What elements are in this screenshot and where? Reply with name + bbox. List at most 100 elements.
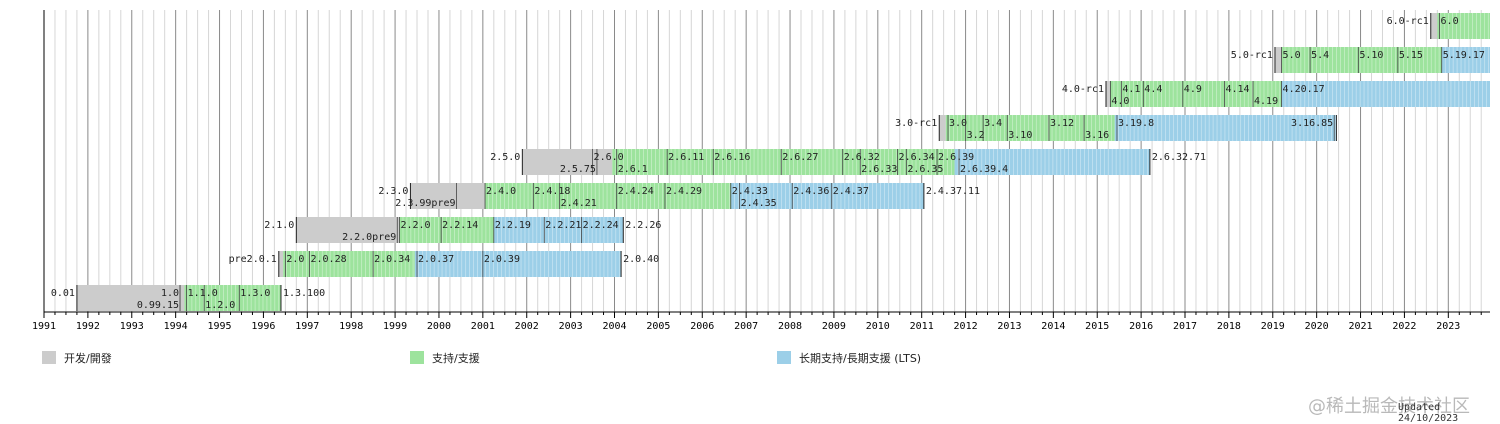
version-label: 2.0.28 <box>311 254 347 265</box>
x-tick-label: 2023 <box>1436 321 1460 332</box>
x-tick-label: 2022 <box>1392 321 1416 332</box>
version-label: 2.4.36 <box>793 186 829 197</box>
row-start-label: 2.1.0 <box>264 220 294 231</box>
version-label: 2.6.27 <box>782 152 818 163</box>
version-label: 2.6.16 <box>714 152 750 163</box>
x-tick-label: 2018 <box>1217 321 1241 332</box>
version-label: 2.4.37 <box>833 186 869 197</box>
watermark-text: @稀土掘金技术社区 <box>1308 396 1470 417</box>
version-label: 3.4 <box>984 118 1002 129</box>
row-start-label: 6.0-rc1 <box>1387 16 1429 27</box>
bar-segment-dev <box>939 115 946 141</box>
row-start-label: 5.0-rc1 <box>1231 50 1273 61</box>
legend-label-dev: 开发/開發 <box>64 351 112 365</box>
row-start-label: 4.0-rc1 <box>1062 84 1104 95</box>
x-tick-label: 2019 <box>1261 321 1285 332</box>
legend: 开发/開發 支持/支援 长期支持/長期支援 (LTS) <box>42 351 921 365</box>
x-tick-label: 1991 <box>32 321 56 332</box>
x-tick-label: 2008 <box>778 321 802 332</box>
row-start-label: pre2.0.1 <box>229 254 277 265</box>
x-tick-label: 1998 <box>339 321 363 332</box>
x-tick-label: 1999 <box>383 321 407 332</box>
x-tick-label: 2002 <box>515 321 539 332</box>
bar-segment-dev <box>1430 13 1438 39</box>
version-label: 2.6.34 <box>899 152 935 163</box>
version-label: 2.0 <box>286 254 304 265</box>
version-label: 2.4.18 <box>534 186 570 197</box>
x-tick-label: 2021 <box>1348 321 1372 332</box>
row-end-label: 2.2.26 <box>625 220 661 231</box>
version-label: 3.16.85 <box>1291 118 1333 129</box>
version-label: 2.6.11 <box>668 152 704 163</box>
bar-segment-lts <box>414 251 622 277</box>
legend-label-support: 支持/支援 <box>432 351 480 365</box>
bar-segment-support <box>1281 47 1442 73</box>
version-label: 2.0.39 <box>484 254 520 265</box>
version-label: 3.16 <box>1085 130 1109 141</box>
version-label: 2.2.19 <box>495 220 531 231</box>
x-tick-label: 1995 <box>207 321 231 332</box>
version-label: 5.15 <box>1399 50 1423 61</box>
version-label: 2.6.32 <box>844 152 880 163</box>
version-label: 2.6.35 <box>907 164 943 175</box>
version-label: 4.1 <box>1122 84 1140 95</box>
bar-segment-support <box>945 115 1115 141</box>
x-tick-label: 2015 <box>1085 321 1109 332</box>
bars-layer <box>76 13 1490 311</box>
version-label: 4.0 <box>1111 96 1129 107</box>
version-label: 2.0.34 <box>374 254 410 265</box>
x-tick-label: 2005 <box>646 321 670 332</box>
x-tick-label: 2016 <box>1129 321 1153 332</box>
x-tick-label: 2014 <box>1041 321 1065 332</box>
row-start-label: 3.0-rc1 <box>895 118 937 129</box>
x-axis: 1991 1992 1993 1994 1995 1996 1997 1998 1999 2000… <box>32 10 1490 332</box>
version-label: 5.19.17 <box>1443 50 1485 61</box>
version-label: 2.3.99pre9 <box>395 198 455 209</box>
x-tick-label: 2007 <box>734 321 758 332</box>
legend-swatch-lts <box>777 351 791 364</box>
version-label: 2.0.37 <box>418 254 454 265</box>
bar-segment-lts <box>1114 115 1337 141</box>
bar-segment-dev <box>1274 47 1282 73</box>
version-label: 1.2.0 <box>205 300 235 311</box>
x-tick-label: 2017 <box>1173 321 1197 332</box>
version-label: 3.19.8 <box>1118 118 1154 129</box>
version-label: 2.2.14 <box>442 220 478 231</box>
version-label: 2.4.29 <box>666 186 702 197</box>
bar-segment-support <box>283 251 415 277</box>
row-start-label: 0.01 <box>51 288 75 299</box>
bar-segment-lts <box>493 217 624 243</box>
version-label: 6.0 <box>1441 16 1459 27</box>
x-tick-label: 2003 <box>559 321 583 332</box>
x-tick-label: 2011 <box>910 321 934 332</box>
version-label: 2.4.35 <box>741 198 777 209</box>
version-label: 2.2.0 <box>400 220 430 231</box>
bar-segment-dev <box>410 183 486 209</box>
version-label: 2.6.1 <box>618 164 648 175</box>
updated-date: Updated 24/10/2023 <box>1398 402 1459 424</box>
bar-segment-support <box>184 285 281 311</box>
version-label: 0.99.15 <box>137 300 179 311</box>
version-label: 4.19 <box>1254 96 1278 107</box>
bar-segment-dev <box>296 217 400 243</box>
row-end-label: 2.6.32.71 <box>1152 152 1206 163</box>
x-tick-label: 2013 <box>997 321 1021 332</box>
version-label: 4.4 <box>1144 84 1162 95</box>
version-label: 3.0 <box>949 118 967 129</box>
version-label: 2.2.21 <box>545 220 581 231</box>
version-label: 2.6.39 <box>938 152 974 163</box>
labels-layer: 1.00.99.15 1.1.01.2.0 1.3.0 0.01 1.3.100 2.0 2… <box>51 16 1485 311</box>
version-label: 5.4 <box>1311 50 1329 61</box>
x-tick-label: 2012 <box>954 321 978 332</box>
x-tick-label: 2004 <box>602 321 626 332</box>
bar-segment-lts <box>954 149 1150 175</box>
version-label: 2.4.0 <box>486 186 516 197</box>
x-tick-label: 1996 <box>251 321 275 332</box>
version-label: 2.5.75 <box>560 164 596 175</box>
legend-swatch-support <box>410 351 424 364</box>
version-label: 4.14 <box>1225 84 1249 95</box>
x-tick-label: 1997 <box>295 321 319 332</box>
row-end-label: 2.0.40 <box>623 254 659 265</box>
version-label: 1.1.0 <box>188 288 218 299</box>
